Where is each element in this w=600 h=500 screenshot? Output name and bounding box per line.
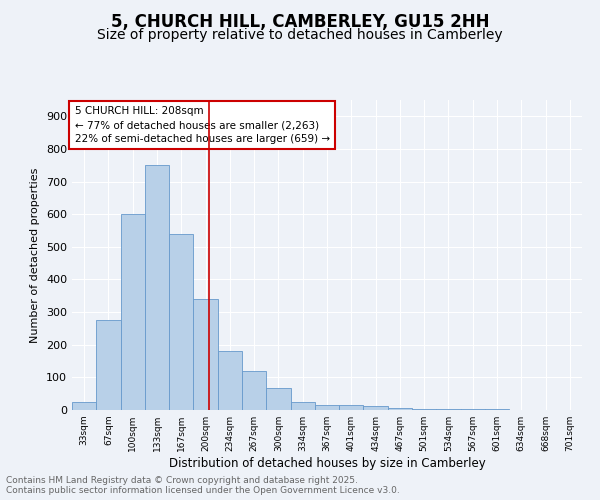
X-axis label: Distribution of detached houses by size in Camberley: Distribution of detached houses by size … bbox=[169, 457, 485, 470]
Bar bbox=[412, 409, 436, 410]
Text: 5, CHURCH HILL, CAMBERLEY, GU15 2HH: 5, CHURCH HILL, CAMBERLEY, GU15 2HH bbox=[111, 12, 489, 30]
Bar bbox=[193, 299, 218, 410]
Y-axis label: Number of detached properties: Number of detached properties bbox=[31, 168, 40, 342]
Bar bbox=[290, 402, 315, 410]
Bar bbox=[96, 320, 121, 410]
Bar bbox=[145, 166, 169, 410]
Bar bbox=[388, 408, 412, 410]
Text: 5 CHURCH HILL: 208sqm
← 77% of detached houses are smaller (2,263)
22% of semi-d: 5 CHURCH HILL: 208sqm ← 77% of detached … bbox=[74, 106, 329, 144]
Bar bbox=[218, 352, 242, 410]
Bar bbox=[121, 214, 145, 410]
Bar bbox=[364, 406, 388, 410]
Bar bbox=[315, 405, 339, 410]
Text: Contains HM Land Registry data © Crown copyright and database right 2025.
Contai: Contains HM Land Registry data © Crown c… bbox=[6, 476, 400, 495]
Bar bbox=[436, 409, 461, 410]
Bar bbox=[339, 405, 364, 410]
Bar bbox=[242, 372, 266, 410]
Bar bbox=[72, 402, 96, 410]
Bar bbox=[169, 234, 193, 410]
Bar bbox=[266, 388, 290, 410]
Text: Size of property relative to detached houses in Camberley: Size of property relative to detached ho… bbox=[97, 28, 503, 42]
